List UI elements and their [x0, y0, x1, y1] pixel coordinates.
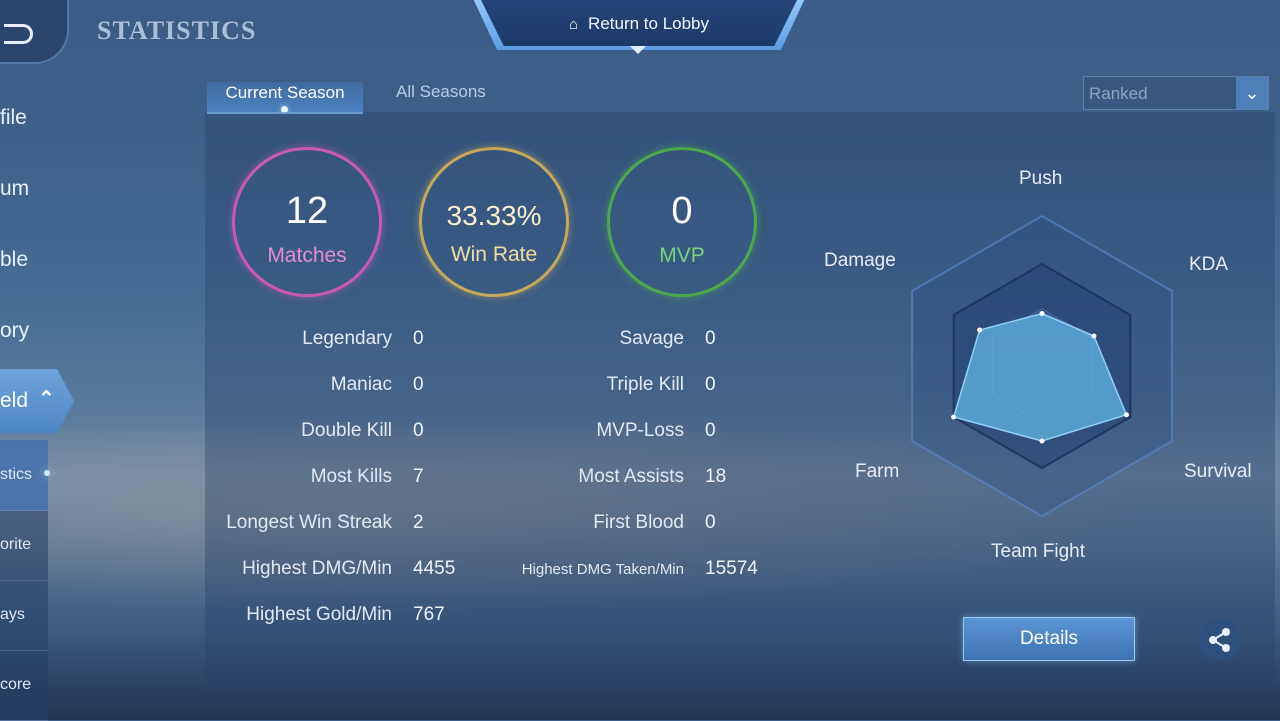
stat-label: First Blood: [593, 512, 684, 533]
stat-value: 4455: [413, 558, 456, 579]
mode-dropdown-value: Ranked: [1089, 84, 1148, 103]
sidebar-active-label: eld: [0, 389, 29, 412]
stat-label: Maniac: [330, 374, 392, 395]
stat-label: Highest DMG/Min: [242, 558, 392, 579]
mode-dropdown[interactable]: Ranked ⌄: [1083, 76, 1269, 110]
mvp-value: 0: [671, 190, 693, 232]
radar-label-survival: Survival: [1184, 461, 1252, 482]
stat-value: 2: [413, 512, 424, 533]
sidebar-item-history[interactable]: ory: [0, 319, 30, 342]
win-rate-circle: 33.33% Win Rate: [419, 147, 569, 297]
radar-label-team-fight: Team Fight: [991, 541, 1085, 562]
sidebar-item-table[interactable]: ble: [0, 248, 29, 271]
stat-value: 0: [705, 512, 716, 533]
stat-label: Highest Gold/Min: [246, 604, 392, 625]
radar-label-kda: KDA: [1189, 254, 1229, 275]
sub-label: stics: [0, 466, 32, 483]
tab-indicator-dot: [281, 106, 288, 113]
tab-current-season[interactable]: Current Season: [207, 82, 363, 114]
matches-value: 12: [285, 190, 329, 232]
tab-all-seasons[interactable]: All Seasons: [396, 82, 486, 101]
stat-value: 0: [705, 328, 716, 349]
return-to-lobby-label: Return to Lobby: [588, 14, 710, 33]
win-rate-label: Win Rate: [450, 243, 538, 266]
stat-label: Most Kills: [310, 466, 392, 487]
stat-label: Longest Win Streak: [226, 512, 392, 533]
stat-label: Savage: [619, 328, 684, 349]
sidebar-sub-score[interactable]: core: [0, 650, 48, 721]
back-button[interactable]: [0, 0, 69, 64]
radar-point-team-fight: [1039, 438, 1045, 444]
sidebar-sub-statistics[interactable]: stics: [0, 440, 48, 511]
stat-value: 18: [705, 466, 727, 487]
sidebar-subpanel: stics orite ays core: [0, 440, 48, 721]
sub-label: core: [0, 676, 32, 693]
stat-value: 767: [413, 604, 445, 625]
radar-point-push: [1039, 311, 1045, 316]
sub-label: ays: [0, 606, 25, 623]
matches-label: Matches: [267, 244, 347, 267]
details-button[interactable]: Details: [963, 617, 1135, 661]
stat-label: Triple Kill: [606, 374, 684, 395]
matches-circle: 12 Matches: [232, 147, 382, 297]
home-icon: ⌂: [568, 16, 579, 33]
stat-value: 7: [413, 466, 424, 487]
stat-value: 0: [413, 328, 424, 349]
radar-label-push: Push: [1019, 168, 1063, 189]
sidebar-item-battlefield[interactable]: eld ⌃: [0, 369, 74, 433]
return-to-lobby-button[interactable]: ⌂ Return to Lobby: [478, 0, 800, 46]
share-button[interactable]: [1199, 619, 1241, 661]
radar-chart: [911, 214, 1173, 518]
caret-down-icon: [630, 46, 646, 54]
share-icon: [1209, 628, 1230, 652]
stat-value: 0: [413, 420, 424, 441]
mvp-circle: 0 MVP: [607, 147, 757, 297]
stat-value: 0: [705, 374, 716, 395]
radar-point-damage: [977, 327, 983, 333]
sidebar-item-album[interactable]: um: [0, 177, 30, 200]
stat-label: MVP-Loss: [596, 420, 684, 441]
radar-point-survival: [1123, 412, 1129, 418]
stat-value: 0: [413, 374, 424, 395]
stat-label: Highest DMG Taken/Min: [521, 561, 684, 578]
page-title: STATISTICS: [97, 16, 257, 45]
active-indicator-dot: [44, 470, 50, 476]
radar-point-kda: [1091, 333, 1097, 339]
back-icon: [4, 24, 33, 44]
chevron-down-icon[interactable]: ⌄: [1236, 77, 1268, 109]
stat-value: 15574: [705, 558, 758, 579]
win-rate-value: 33.33%: [446, 200, 542, 231]
stat-label: Double Kill: [301, 420, 392, 441]
chevron-up-icon: ⌃: [38, 388, 55, 410]
sidebar-sub-replays[interactable]: ays: [0, 580, 48, 651]
mvp-label: MVP: [659, 244, 705, 267]
sidebar-sub-favorite[interactable]: orite: [0, 510, 48, 581]
radar-label-damage: Damage: [824, 250, 896, 271]
stat-label: Most Assists: [578, 466, 684, 487]
stat-value: 0: [705, 420, 716, 441]
sidebar-item-profile[interactable]: file: [0, 106, 27, 129]
radar-point-farm: [951, 414, 957, 420]
radar-label-farm: Farm: [855, 461, 900, 482]
stat-label: Legendary: [302, 328, 392, 349]
tab-current-label: Current Season: [225, 83, 345, 102]
sub-label: orite: [0, 536, 32, 553]
